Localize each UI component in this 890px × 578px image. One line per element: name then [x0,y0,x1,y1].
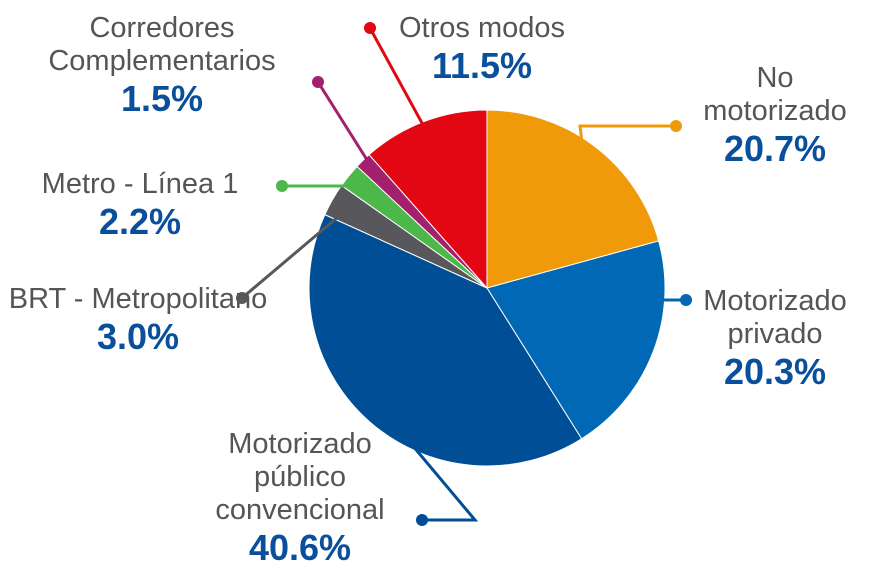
leader-dot [364,22,376,34]
slice-label: No motorizado 20.7% [685,62,865,170]
category-name: No motorizado [703,62,847,127]
slice-label: Otros modos 11.5% [352,12,612,87]
leader-line [282,184,363,189]
category-name: Metro - Línea 1 [41,168,239,200]
leader-dot [276,180,288,192]
value-label: 11.5% [431,45,533,86]
leader-line [380,407,479,522]
category-name: Otros modos [399,12,565,44]
leader-line [316,81,377,174]
leader-dot [312,76,324,88]
value-label: 3.0% [96,316,180,357]
leader-line [368,27,432,139]
slice-label: BRT - Metropolitano 3.0% [8,283,268,358]
value-label: 40.6% [248,527,352,568]
leader-line [241,207,349,300]
value-label: 2.2% [98,201,182,242]
slice-label: Motorizado privado 20.3% [655,285,890,393]
slice-label: Corredores Complementarios 1.5% [7,12,317,120]
value-label: 20.3% [723,351,827,392]
leader-dot [670,120,682,132]
leader-dot [680,294,692,306]
value-label: 1.5% [120,78,204,119]
category-name: BRT - Metropolitano [8,283,268,315]
category-name: Motorizado público convencional [215,428,385,526]
leader-line [634,298,686,347]
category-name: Corredores Complementarios [48,12,276,77]
leader-line [578,124,676,161]
pie-slice [486,109,660,289]
category-name: Motorizado privado [703,285,847,350]
pie-slice [308,213,583,467]
leader-dot [416,514,428,526]
slice-label: Metro - Línea 1 2.2% [0,168,290,243]
leader-dot [236,292,248,304]
value-label: 20.7% [723,128,827,169]
slice-label: Motorizado público convencional 40.6% [180,428,420,569]
pie-slice [486,240,666,440]
pie-slice [368,109,488,290]
